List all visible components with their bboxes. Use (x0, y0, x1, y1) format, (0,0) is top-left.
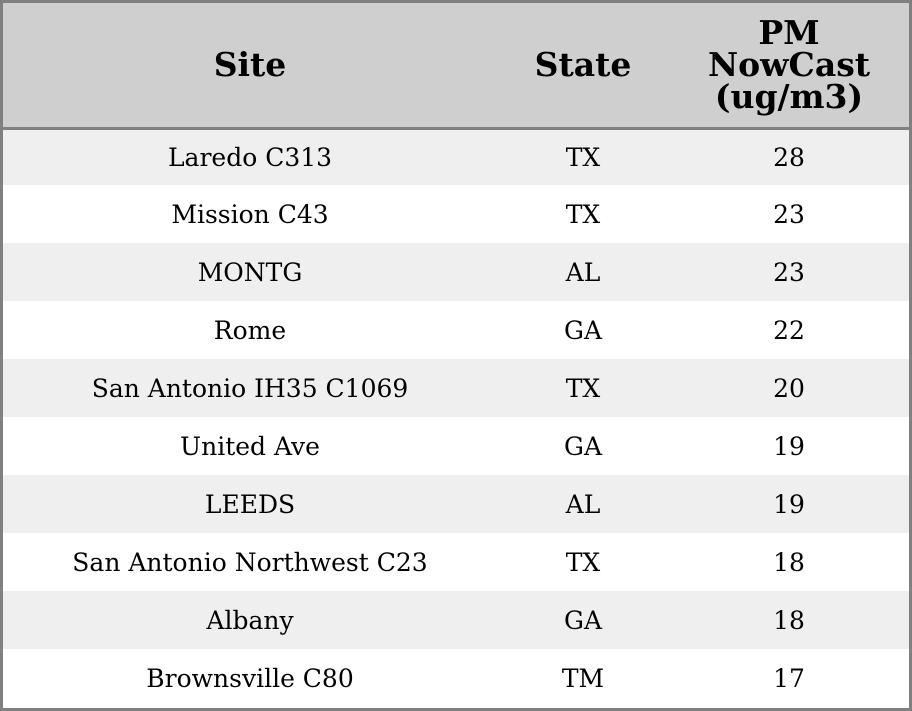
column-header-pm-line-2: NowCast (707, 44, 871, 84)
site-cell: Mission C43 (171, 199, 329, 229)
state-cell: TX (565, 142, 601, 172)
site-cell: Albany (206, 605, 294, 635)
column-header-pm-nowcast: PM NowCast (ug/m3) (669, 3, 909, 130)
table-row: United Ave GA 19 (3, 417, 909, 475)
pm-value-cell: 19 (773, 489, 805, 519)
pm-value-cell: 23 (773, 199, 805, 229)
state-cell: GA (563, 315, 603, 345)
state-cell: GA (563, 431, 603, 461)
table-header: Site State PM NowCast (ug/m3) (3, 3, 909, 130)
state-cell: TX (565, 547, 601, 577)
pm-value-cell: 19 (773, 431, 805, 461)
site-cell: San Antonio Northwest C23 (72, 547, 428, 577)
column-header-pm-line-1: PM (758, 12, 820, 52)
table-row: Brownsville C80 TM 17 (3, 649, 909, 707)
column-header-site-label: Site (213, 44, 287, 84)
table-row: Laredo C313 TX 28 (3, 128, 909, 185)
pm-value-cell: 20 (773, 373, 805, 403)
state-cell: AL (565, 489, 601, 519)
pm-value-cell: 18 (773, 547, 805, 577)
table-row: MONTG AL 23 (3, 243, 909, 301)
column-header-state: State (497, 3, 669, 130)
table-body: Laredo C313 TX 28 Mission C43 TX 23 MONT… (3, 128, 909, 707)
header-row: Site State PM NowCast (ug/m3) (3, 3, 909, 130)
site-cell: MONTG (197, 257, 303, 287)
column-header-pm-line-3: (ug/m3) (714, 76, 864, 116)
state-cell: GA (563, 605, 603, 635)
table-row: San Antonio IH35 C1069 TX 20 (3, 359, 909, 417)
site-cell: Brownsville C80 (146, 663, 354, 693)
pm-nowcast-table: Site State PM NowCast (ug/m3) Laredo C31… (3, 3, 909, 707)
state-cell: TX (565, 373, 601, 403)
site-cell: Laredo C313 (167, 142, 333, 172)
table-row: San Antonio Northwest C23 TX 18 (3, 533, 909, 591)
column-header-site: Site (3, 3, 497, 130)
state-cell: TM (561, 663, 605, 693)
pm-value-cell: 28 (773, 142, 805, 172)
pm-value-cell: 23 (773, 257, 805, 287)
table-row: Rome GA 22 (3, 301, 909, 359)
state-cell: AL (565, 257, 601, 287)
site-cell: United Ave (180, 431, 320, 461)
state-cell: TX (565, 199, 601, 229)
pm-value-cell: 22 (773, 315, 805, 345)
site-cell: LEEDS (204, 489, 296, 519)
pm-value-cell: 18 (773, 605, 805, 635)
site-cell: San Antonio IH35 C1069 (91, 373, 409, 403)
site-cell: Rome (213, 315, 287, 345)
table-row: Mission C43 TX 23 (3, 185, 909, 243)
table-row: LEEDS AL 19 (3, 475, 909, 533)
column-header-state-label: State (534, 44, 632, 84)
pm-value-cell: 17 (773, 663, 805, 693)
table-row: Albany GA 18 (3, 591, 909, 649)
